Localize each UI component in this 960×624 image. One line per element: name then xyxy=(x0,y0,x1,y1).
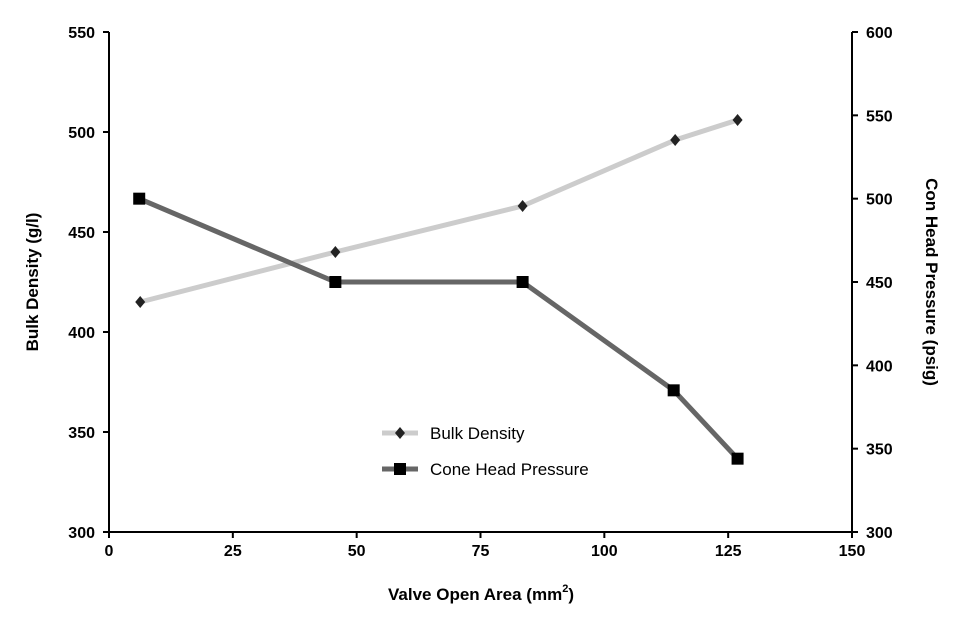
y-left-tick-label: 500 xyxy=(68,125,95,142)
y-right-tick-label: 300 xyxy=(866,525,893,542)
x-axis-label: Valve Open Area (mm2) xyxy=(388,583,574,604)
data-point-diamond xyxy=(670,134,681,146)
data-point-diamond xyxy=(330,246,341,258)
data-point-square xyxy=(667,384,680,397)
y-left-tick-label: 300 xyxy=(68,525,95,542)
legend-marker-diamond xyxy=(395,427,405,439)
data-point-square xyxy=(329,276,342,288)
legend-marker-square xyxy=(394,463,406,475)
legend-label: Bulk Density xyxy=(430,424,525,443)
data-point-square xyxy=(731,452,744,465)
y-right-tick-label: 550 xyxy=(866,108,893,125)
y-right-tick-label: 350 xyxy=(866,442,893,459)
y-axis-right-label: Con Head Pressure (psig) xyxy=(922,178,941,386)
data-point-diamond xyxy=(135,296,146,308)
data-point-diamond xyxy=(517,200,528,212)
x-tick-label: 50 xyxy=(348,543,366,560)
x-tick-label: 125 xyxy=(715,543,742,560)
y-right-tick-label: 450 xyxy=(866,275,893,292)
y-right-tick-label: 600 xyxy=(866,25,893,42)
x-tick-label: 150 xyxy=(839,543,866,560)
y-left-tick-label: 350 xyxy=(68,425,95,442)
legend: Bulk Density Cone Head Pressure xyxy=(382,424,589,479)
series-line-cone-head-pressure xyxy=(138,196,740,461)
y-left-tick-label: 400 xyxy=(68,325,95,342)
y-axis-left-label: Bulk Density (g/l) xyxy=(23,213,42,352)
y-left-tick-label: 550 xyxy=(68,25,95,42)
x-tick-label: 75 xyxy=(472,543,490,560)
y-left-tick-label: 450 xyxy=(68,225,95,242)
data-point-square xyxy=(516,276,529,288)
x-axis-label-superscript: 2 xyxy=(562,583,568,595)
data-point-diamond xyxy=(732,114,743,126)
x-tick-label: 25 xyxy=(224,543,242,560)
legend-label: Cone Head Pressure xyxy=(430,460,589,479)
series-line-bulk-density xyxy=(139,117,739,305)
x-tick-label: 0 xyxy=(105,543,114,560)
x-axis-label-suffix: ) xyxy=(568,585,574,604)
series-layer xyxy=(133,114,744,465)
y-right-tick-label: 400 xyxy=(866,358,893,375)
axes: 0 25 50 75 100 125 150300350400450500550300350… xyxy=(68,25,893,560)
data-point-square xyxy=(133,192,146,205)
y-right-tick-label: 500 xyxy=(866,192,893,209)
x-tick-label: 100 xyxy=(591,543,618,560)
